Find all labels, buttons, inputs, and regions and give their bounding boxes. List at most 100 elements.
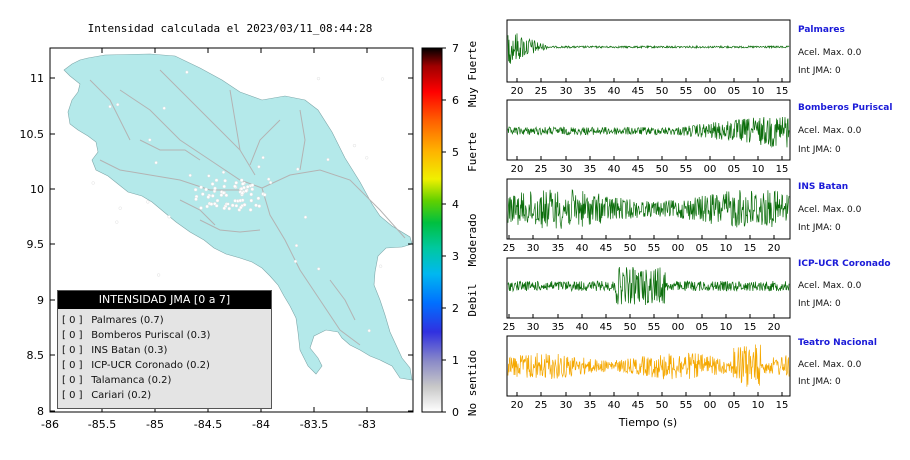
waveform-ticklabel: 00 bbox=[672, 322, 685, 333]
waveform-ticklabel: 25 bbox=[535, 400, 548, 411]
road-line bbox=[299, 109, 306, 171]
station-jma: Int JMA: 0 bbox=[798, 299, 841, 309]
waveform-ticklabel: 50 bbox=[624, 243, 637, 254]
station-dot bbox=[116, 102, 120, 107]
colorbar-ticklabel: 7 bbox=[452, 42, 459, 55]
station-dot bbox=[250, 183, 255, 187]
station-dot bbox=[200, 192, 205, 196]
waveform-panel-icp-ucr-coronado: 25 30 35 40 45 50 55 00 05 10 15 20 bbox=[503, 257, 791, 333]
waveform-ticklabel: 00 bbox=[704, 400, 717, 411]
station-dot bbox=[269, 180, 273, 185]
waveform-time-ticks: 25 30 35 40 45 50 55 00 05 10 15 20 bbox=[503, 314, 781, 333]
station-dot bbox=[234, 180, 238, 185]
station-dot bbox=[234, 203, 239, 208]
station-dot bbox=[240, 182, 245, 186]
colorbar-label-debil: Debil bbox=[466, 283, 479, 316]
colorbar-label-no-sentido: No sentido bbox=[466, 350, 479, 416]
station-dot bbox=[296, 167, 300, 171]
colorbar-ticklabel: 3 bbox=[452, 250, 459, 263]
waveform-time-ticks: 20 25 30 35 40 45 50 55 00 05 10 15 bbox=[511, 392, 789, 411]
station-dot bbox=[108, 104, 112, 109]
intensity-legend: INTENSIDAD JMA [0 a 7] [ 0 ] Palmares (0… bbox=[57, 290, 272, 409]
waveform-ticklabel: 15 bbox=[776, 164, 789, 175]
map-x-ticklabel: -84.5 bbox=[194, 418, 222, 431]
colorbar-ticklabel: 4 bbox=[452, 198, 459, 211]
station-dot bbox=[188, 173, 192, 177]
station-dot bbox=[230, 203, 235, 208]
legend-row-bracket: [ 0 ] bbox=[62, 315, 83, 326]
legend-row: [ 0 ] INS Batan (0.3) bbox=[62, 345, 167, 356]
waveform-line bbox=[507, 267, 790, 306]
waveform-ticklabel: 20 bbox=[768, 243, 781, 254]
road-line bbox=[229, 89, 241, 151]
station-dot bbox=[239, 205, 243, 210]
station-dot bbox=[148, 138, 152, 142]
colorbar: 0 1 2 3 4 5 6 7 No sentido Debil Moderad… bbox=[421, 41, 479, 419]
waveform-ticklabel: 35 bbox=[552, 243, 565, 254]
waveform-ticklabel: 15 bbox=[776, 86, 789, 97]
waveform-ticklabel: 10 bbox=[752, 86, 765, 97]
waveform-ticklabel: 10 bbox=[720, 243, 733, 254]
waveform-line bbox=[507, 116, 790, 148]
station-dot bbox=[303, 215, 308, 219]
colorbar-ticklabel: 5 bbox=[452, 146, 459, 159]
station-name-palmares: Palmares bbox=[798, 25, 845, 35]
costa-rica-land bbox=[63, 53, 413, 381]
waveform-trace bbox=[507, 33, 790, 64]
legend-row-label: Bomberos Puriscal (0.3) bbox=[91, 330, 211, 341]
station-dot bbox=[245, 184, 250, 189]
waveform-ticklabel: 45 bbox=[600, 322, 613, 333]
waveform-ticklabel: 05 bbox=[728, 86, 741, 97]
waveform-panel-bomberos-puriscal: 20 25 30 35 40 45 50 55 00 05 10 15 bbox=[506, 99, 791, 175]
colorbar-ticklabel: 0 bbox=[452, 406, 459, 419]
station-dot bbox=[352, 144, 357, 148]
waveform-ticklabel: 45 bbox=[632, 86, 645, 97]
station-dot bbox=[221, 191, 226, 195]
waveform-ticklabel: 20 bbox=[511, 164, 524, 175]
station-dot bbox=[207, 174, 211, 178]
station-dot bbox=[162, 106, 166, 110]
waveform-ticklabel: 00 bbox=[704, 164, 717, 175]
station-dot bbox=[146, 200, 150, 204]
station-dot bbox=[261, 156, 265, 160]
map-x-ticklabel: -84 bbox=[252, 418, 270, 431]
colorbar-label-moderado: Moderado bbox=[466, 214, 479, 267]
legend-row-bracket: [ 0 ] bbox=[62, 345, 83, 356]
station-dot bbox=[365, 156, 369, 160]
waveform-trace bbox=[507, 267, 790, 306]
station-name-teatro-nacional: Teatro Nacional bbox=[798, 338, 877, 348]
waveform-ticklabel: 10 bbox=[720, 322, 733, 333]
map-y-ticklabel: 8.5 bbox=[27, 349, 45, 362]
station-dot bbox=[222, 184, 226, 189]
waveform-line bbox=[507, 33, 790, 64]
waveform-ticklabel: 15 bbox=[776, 400, 789, 411]
road-line bbox=[159, 69, 256, 176]
station-jma: Int JMA: 0 bbox=[798, 223, 841, 233]
waveform-ticklabel: 20 bbox=[768, 322, 781, 333]
station-accel: Acel. Max. 0.0 bbox=[798, 48, 862, 58]
waveform-panel-ins-batan: 25 30 35 40 45 50 55 00 05 10 15 20 bbox=[503, 178, 791, 254]
station-dot bbox=[209, 202, 214, 206]
station-jma: Int JMA: 0 bbox=[798, 145, 841, 155]
waveform-frame bbox=[506, 257, 791, 319]
waveform-ticklabel: 30 bbox=[527, 243, 540, 254]
waveform-ticklabel: 05 bbox=[728, 400, 741, 411]
waveform-trace bbox=[507, 344, 790, 387]
waveform-trace bbox=[507, 189, 790, 229]
waveform-ticklabel: 30 bbox=[560, 86, 573, 97]
station-jma: Int JMA: 0 bbox=[798, 377, 841, 387]
waveform-ticklabel: 20 bbox=[511, 86, 524, 97]
legend-row: [ 0 ] Bomberos Puriscal (0.3) bbox=[62, 330, 210, 341]
station-dot bbox=[167, 215, 171, 219]
road-network bbox=[89, 69, 406, 346]
waveform-ticklabel: 45 bbox=[632, 164, 645, 175]
legend-row-bracket: [ 0 ] bbox=[62, 390, 83, 401]
colorbar-ticklabel: 6 bbox=[452, 94, 459, 107]
colorbar-label-fuerte: Fuerte bbox=[466, 132, 479, 172]
waveform-ticklabel: 30 bbox=[527, 322, 540, 333]
colorbar-ticklabel: 2 bbox=[452, 302, 459, 315]
station-dot bbox=[224, 193, 229, 198]
station-dot bbox=[233, 198, 237, 203]
waveform-ticklabel: 40 bbox=[576, 322, 589, 333]
legend-row: [ 0 ] ICP-UCR Coronado (0.2) bbox=[62, 360, 210, 371]
